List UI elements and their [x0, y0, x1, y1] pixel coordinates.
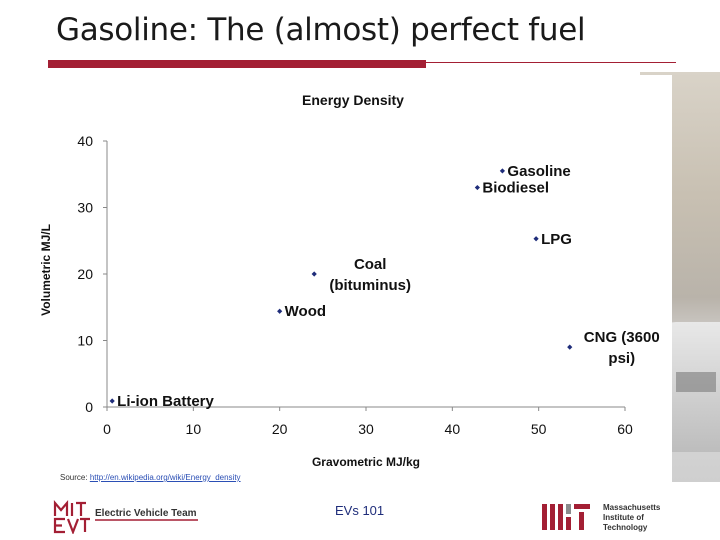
x-tick-label: 40: [445, 421, 461, 437]
x-tick-label: 10: [186, 421, 202, 437]
chart-title: Energy Density: [302, 92, 404, 108]
y-tick-label: 0: [85, 399, 93, 415]
data-label: LPG: [541, 231, 572, 248]
title-underline-rule: [426, 62, 676, 63]
y-tick-label: 40: [77, 133, 93, 149]
mit-evt-logo: Electric Vehicle Team: [53, 500, 198, 534]
mit-logo: Massachusetts Institute of Technology: [542, 503, 661, 532]
data-label-line: (bituminus): [329, 277, 411, 294]
data-point: [533, 236, 539, 242]
data-point: [311, 271, 317, 277]
x-tick-label: 50: [531, 421, 547, 437]
y-tick-label: 20: [77, 266, 93, 282]
data-label: Wood: [285, 303, 326, 320]
data-label: Coal (bituminus): [329, 256, 411, 294]
slide-title: Gasoline: The (almost) perfect fuel: [56, 12, 586, 48]
source-note: Source: http://en.wikipedia.org/wiki/Ene…: [60, 473, 241, 482]
data-label-line: LPG: [541, 231, 572, 248]
x-tick-label: 0: [103, 421, 111, 437]
data-point: [567, 344, 573, 350]
data-label-line: Coal: [354, 256, 387, 273]
data-label-line: CNG (3600: [584, 329, 660, 346]
footer-center-text: EVs 101: [335, 503, 385, 518]
x-axis-label: Gravometric MJ/kg: [312, 455, 420, 469]
title-underline-bar: [48, 60, 426, 68]
left-logo-text: Electric Vehicle Team: [95, 508, 197, 519]
y-tick-label: 30: [77, 200, 93, 216]
right-logo-line-2: Institute of: [603, 513, 644, 522]
data-label-line: Gasoline: [507, 163, 570, 180]
source-label: Source:: [60, 473, 88, 482]
mit-bars-mark: [542, 504, 590, 530]
data-point: [277, 308, 283, 314]
data-label: Gasoline: [507, 163, 570, 180]
data-label: Biodiesel: [482, 180, 549, 197]
right-logo-line-1: Massachusetts: [603, 503, 661, 512]
x-tick-label: 60: [617, 421, 633, 437]
x-tick-label: 30: [358, 421, 374, 437]
data-label-line: Li-ion Battery: [117, 393, 214, 410]
source-link[interactable]: http://en.wikipedia.org/wiki/Energy_dens…: [89, 473, 241, 482]
chart-panel: Energy Density Volumetric MJ/L Gravometr…: [30, 75, 672, 483]
data-label: Li-ion Battery: [117, 393, 214, 410]
data-label: CNG (3600 psi): [584, 329, 660, 367]
data-point: [474, 184, 480, 191]
mit-evt-mark: [53, 500, 90, 534]
data-label-line: psi): [608, 350, 635, 367]
car-detail: [676, 372, 716, 392]
x-tick-label: 20: [272, 421, 288, 437]
data-point: [109, 398, 115, 404]
y-axis-label: Volumetric MJ/L: [39, 224, 53, 316]
data-label-line: Biodiesel: [482, 180, 549, 197]
energy-density-chart: Energy Density Volumetric MJ/L Gravometr…: [39, 92, 660, 469]
data-point: [499, 168, 506, 174]
right-logo-line-3: Technology: [603, 523, 648, 532]
y-tick-label: 10: [77, 333, 93, 349]
data-label-line: Wood: [285, 303, 326, 320]
